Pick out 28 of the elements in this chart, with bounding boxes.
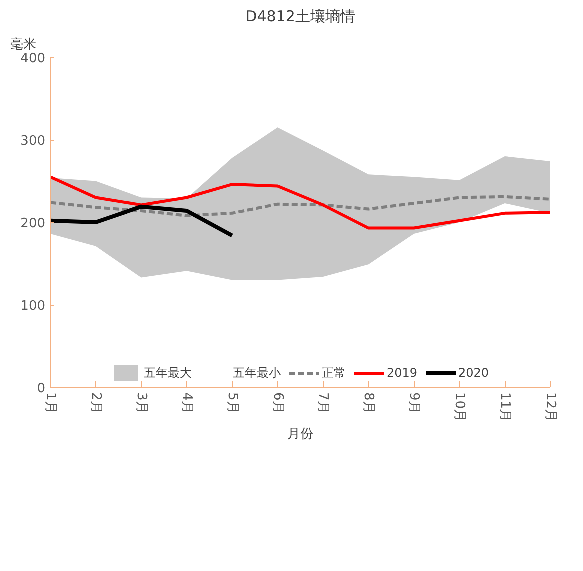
y-axis-title: 毫米 <box>10 36 36 52</box>
x-tick-label: 8月 <box>361 392 376 414</box>
x-tick-label: 10月 <box>452 392 468 422</box>
x-tick-label: 11月 <box>498 392 513 422</box>
y-tick-label: 400 <box>20 52 46 66</box>
y-tick-label: 300 <box>20 134 46 149</box>
legend-label: 2019 <box>386 366 418 380</box>
legend-label: 正常 <box>322 364 346 382</box>
x-tick-label: 6月 <box>270 392 286 414</box>
x-tick-label: 7月 <box>316 392 331 414</box>
legend-label: 2020 <box>458 366 490 380</box>
line-series <box>50 204 234 238</box>
x-tick-label: 5月 <box>224 392 240 414</box>
x-tick-label: 2月 <box>88 392 104 414</box>
x-tick-label: 9月 <box>406 392 422 414</box>
legend-label: 五年最大 <box>144 364 192 382</box>
y-tick-label: 100 <box>20 299 46 314</box>
x-tick-label: 4月 <box>179 392 194 414</box>
x-axis-title: 月份 <box>288 427 314 442</box>
chart-title: D4812土壤墒情 <box>246 8 356 26</box>
y-tick-label: 200 <box>20 216 46 232</box>
x-tick-label: 3月 <box>134 392 149 414</box>
x-tick-label: 1月 <box>43 392 58 414</box>
line-series <box>50 176 550 230</box>
x-tick-label: 12月 <box>543 392 558 422</box>
line-series <box>50 195 550 218</box>
series-label: 五年最小 <box>232 364 281 382</box>
y-tick-label: 0 <box>37 382 46 396</box>
